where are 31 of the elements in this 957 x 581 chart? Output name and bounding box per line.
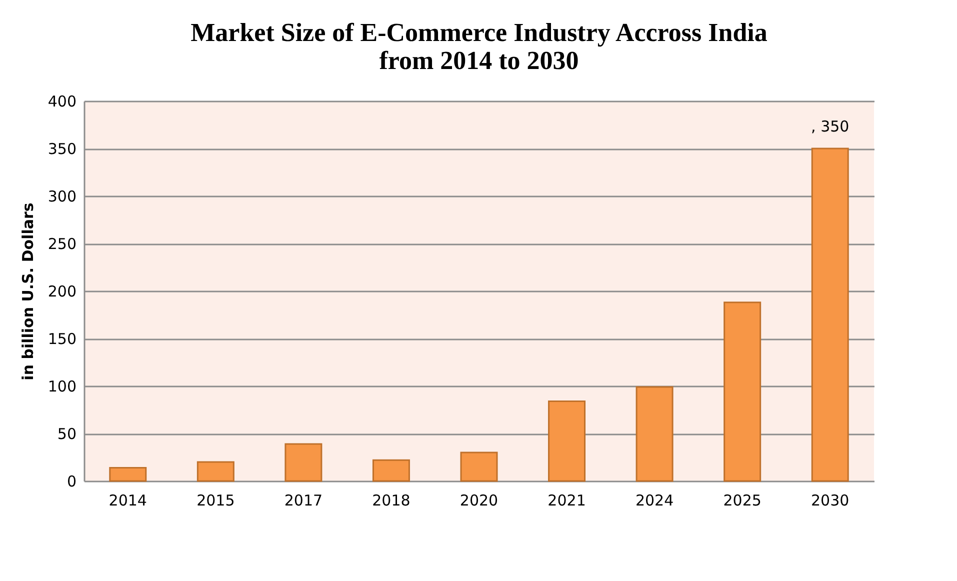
x-tick-label: 2018 [372,492,410,510]
bar [724,302,762,482]
bar [196,461,234,482]
x-tick-label: 2020 [460,492,498,510]
bar [548,400,586,482]
x-tick-label: 2015 [196,492,235,510]
bar [372,459,410,482]
x-tick-label: 2025 [723,492,762,510]
x-tick-label: 2014 [108,492,147,510]
y-tick-label: 0 [66,472,76,490]
bar [636,386,674,482]
y-tick-label: 100 [48,378,76,396]
text: from 2014 to 2030 [379,46,579,75]
bar [284,443,322,482]
y-tick-label: 150 [48,330,76,348]
x-tick-label: 2030 [811,492,850,510]
y-tick-label: 350 [48,140,76,158]
data-label: , 350 [811,118,850,136]
y-tick-label: 250 [48,235,76,253]
text: Market Size of E-Commerce Industry Accross India [190,18,768,47]
x-tick-label: 2017 [284,492,323,510]
x-tick-label: 2024 [635,492,674,510]
bar [460,452,498,482]
y-axis-title: in billion U.S. Dollars [18,202,37,380]
y-tick-label: 400 [48,92,76,110]
y-tick-label: 50 [57,425,76,443]
bar [811,148,849,482]
y-tick-label: 300 [48,188,76,206]
x-tick-label: 2021 [548,492,586,510]
bar [109,466,147,482]
y-tick-label: 200 [48,282,76,300]
